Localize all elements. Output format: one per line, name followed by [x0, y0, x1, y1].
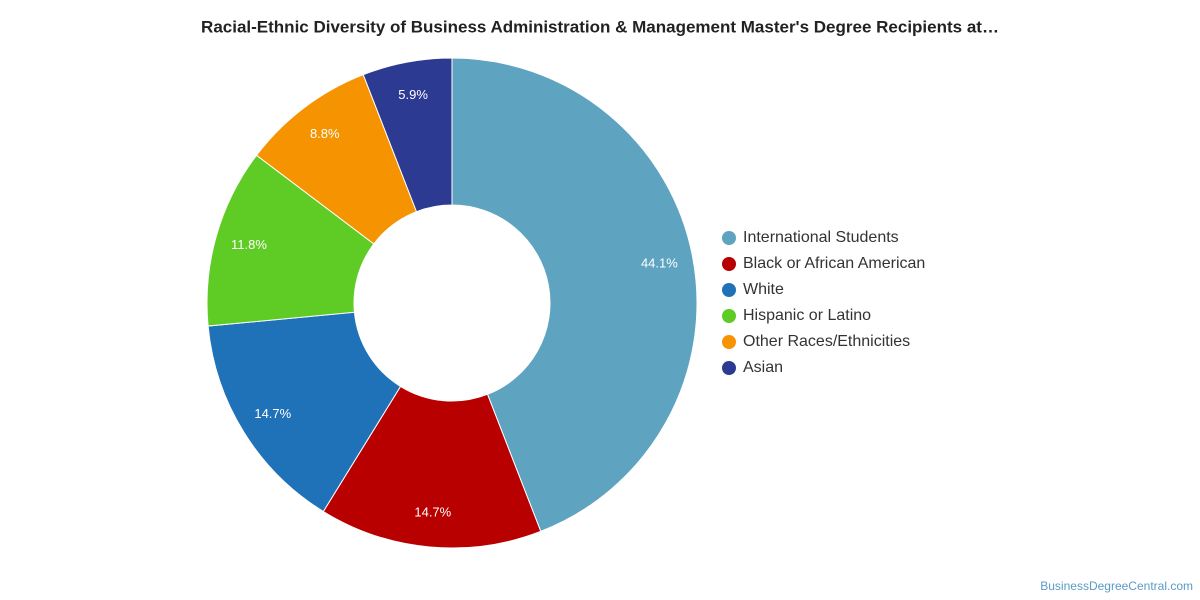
legend-marker: [722, 335, 736, 349]
slice: [451, 57, 698, 533]
legend-marker: [722, 361, 736, 375]
slice: [322, 385, 542, 549]
legend-label: International Students: [743, 229, 899, 246]
slice: [206, 154, 375, 327]
slice: [362, 57, 453, 213]
legend-label: Black or African American: [743, 255, 925, 272]
value-label: 11.8%: [231, 237, 267, 252]
legend-marker: [722, 257, 736, 271]
source-credit: BusinessDegreeCentral.com: [1040, 579, 1193, 593]
legend-marker: [722, 231, 736, 245]
value-label: 14.7%: [414, 505, 451, 520]
legend-label: White: [743, 281, 784, 298]
value-label: 8.8%: [310, 126, 340, 141]
legend-label: Other Races/Ethnicities: [743, 333, 910, 350]
value-label: 5.9%: [398, 87, 428, 102]
value-label: 14.7%: [254, 406, 291, 421]
legend-label: Hispanic or Latino: [743, 307, 871, 324]
value-label: 44.1%: [641, 256, 678, 271]
slice: [207, 311, 402, 513]
legend-marker: [722, 283, 736, 297]
legend-marker: [722, 309, 736, 323]
chart-title: Racial-Ethnic Diversity of Business Admi…: [201, 17, 999, 36]
legend-label: Asian: [743, 359, 783, 376]
